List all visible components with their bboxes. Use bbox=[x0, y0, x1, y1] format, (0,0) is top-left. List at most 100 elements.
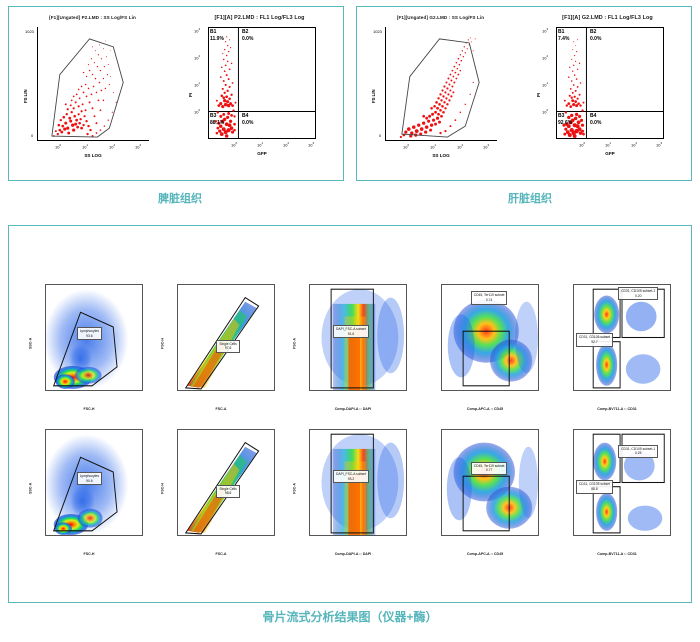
gate-label: CD45, Ter119 subset 0.77 bbox=[470, 461, 508, 475]
quadrant-b3-pct: 88.1% bbox=[210, 119, 225, 126]
gate-label: Single Cells 97.6 bbox=[216, 339, 240, 353]
x-axis-label: FSC-A bbox=[215, 552, 227, 556]
plot-title: [F1][Ungated] G2.LMD : SS Log/FS Lin bbox=[396, 15, 485, 20]
x-tick-2: 102 bbox=[109, 143, 116, 150]
scatter-axes bbox=[385, 27, 497, 141]
x-axis-label: FSC-A bbox=[215, 407, 227, 411]
flow-cell-r2c2: FSC-H Single Cells 98.6 FSC-A bbox=[155, 419, 287, 564]
quadrant-axes bbox=[208, 27, 316, 139]
liver-quadrant-plot: [F1][A] G2.LMD : FL1 Log/FL3 Log PI 103 … bbox=[524, 7, 691, 180]
quadrant-b1: B1 7.4% bbox=[558, 29, 569, 43]
x-tick-1: 101 bbox=[430, 143, 437, 150]
gate-name: CD45, Ter119 subset bbox=[473, 463, 505, 468]
polygon-gate bbox=[184, 441, 260, 535]
x-tick-0: 100 bbox=[579, 141, 586, 148]
polygon-gate bbox=[52, 456, 118, 532]
quadrant-b1-name: B1 bbox=[210, 29, 217, 35]
x-axis-label: SS LOG bbox=[84, 153, 102, 158]
liver-caption: 肝脏组织 bbox=[508, 193, 552, 205]
gate-label: CD45, Ter119 subset 0.74 bbox=[470, 291, 508, 305]
plot-title: [F1][A] G2.LMD : FL1 Log/FL3 Log bbox=[562, 15, 653, 21]
x-axis-label: Comp-DAPI-A :: DAPI bbox=[334, 407, 372, 411]
rect-gate bbox=[330, 288, 374, 389]
quadrant-b2-name: B2 bbox=[242, 29, 249, 35]
gate-label-subset: CD31, CD105 subset 92.7 bbox=[575, 333, 614, 347]
gate-label: Lymphocytes 93.6 bbox=[76, 327, 103, 341]
x-tick-0: 100 bbox=[55, 143, 62, 150]
quadrant-axes bbox=[556, 27, 664, 139]
quadrant-dots bbox=[209, 28, 315, 138]
quadrant-b1-pct: 7.4% bbox=[558, 35, 570, 42]
gate-name: CD31, CD105 subset bbox=[578, 482, 611, 487]
quadrant-b2-pct: 0.0% bbox=[242, 35, 254, 42]
density-plot: Single Cells 97.6 bbox=[177, 284, 275, 391]
scatter-dots bbox=[399, 37, 476, 139]
gate-name: Single Cells bbox=[219, 486, 237, 491]
gate-name: Lymphocytes bbox=[79, 474, 100, 478]
scatter-axes bbox=[37, 27, 149, 141]
flow-cell-r2c4: Comp-Alexa Fluor 700-A :: Ter119 CD45, T… bbox=[419, 419, 551, 564]
x-tick-2: 102 bbox=[457, 143, 464, 150]
density-cloud bbox=[594, 295, 661, 386]
y-tick-top: 1023 bbox=[25, 29, 34, 34]
y-tick-0: 100 bbox=[194, 108, 201, 115]
x-axis-label: GFP bbox=[605, 151, 615, 156]
gate-name: CD31, CD105 subset-1 bbox=[621, 289, 656, 294]
y-axis-label: FSC-A bbox=[292, 337, 297, 349]
flow-cell-r1c2: FSC-H bbox=[155, 274, 287, 419]
y-tick-3: 103 bbox=[542, 27, 549, 34]
y-axis-label: PI bbox=[536, 92, 541, 97]
quadrant-b2-pct: 0.0% bbox=[590, 35, 602, 42]
density-plot: DAPI_FSC-A subset 93.2 bbox=[309, 429, 407, 536]
x-tick-2: 102 bbox=[631, 141, 638, 148]
quadrant-b2: B2 0.0% bbox=[590, 29, 601, 43]
quadrant-b1-name: B1 bbox=[558, 29, 565, 35]
quadrant-b2: B2 0.0% bbox=[242, 29, 253, 43]
quadrant-b4-name: B4 bbox=[242, 113, 249, 119]
y-tick-top: 1023 bbox=[373, 29, 382, 34]
y-axis-label: FSC-H bbox=[160, 482, 165, 494]
quadrant-b1-pct: 11.9% bbox=[210, 35, 224, 42]
x-tick-1: 101 bbox=[82, 143, 89, 150]
gate-label: DAPI_FSC-A subset 93.2 bbox=[333, 469, 369, 484]
x-axis-label: Comp-BV711-A :: CD31 bbox=[597, 552, 637, 556]
gate-label: Single Cells 98.6 bbox=[216, 484, 240, 498]
quadrant-b2-name: B2 bbox=[590, 29, 597, 35]
x-tick-1: 101 bbox=[605, 141, 612, 148]
plot-title: [F1][A] P2.LMD : FL1 Log/FL3 Log bbox=[214, 15, 305, 21]
density-cloud bbox=[593, 442, 663, 531]
flow-cell-r1c4: Comp-Alexa Fluor 700-A :: Ter119 bbox=[419, 274, 551, 419]
gate-pct: 91.6 bbox=[347, 331, 355, 336]
x-tick-3: 103 bbox=[483, 143, 490, 150]
gate-pct: 92.7 bbox=[591, 339, 598, 344]
gate-name: CD45, Ter119 subset bbox=[473, 293, 505, 298]
rect-gate bbox=[330, 433, 374, 534]
gate-name: Lymphocytes bbox=[79, 329, 100, 333]
gate-pct: 90.6 bbox=[86, 478, 93, 483]
y-tick-3: 103 bbox=[194, 27, 201, 34]
quadrant-b3: B3 92.6% bbox=[558, 113, 572, 127]
gate-name: DAPI_FSC-A subset bbox=[336, 326, 366, 331]
spleen-panel-box: [F1][Ungated] P2.LMD : SS Log/FS Lin FS … bbox=[8, 6, 344, 181]
quadrant-b3-name: B3 bbox=[558, 113, 565, 119]
gate-label: DAPI_FSC-A subset 91.6 bbox=[333, 324, 369, 339]
x-axis-label: Comp-APC-A :: CD45 bbox=[466, 407, 504, 411]
x-axis-label: FSC-H bbox=[83, 407, 95, 411]
x-tick-2: 102 bbox=[283, 141, 290, 148]
x-axis-label: GFP bbox=[257, 151, 267, 156]
gate-name: Single Cells bbox=[219, 341, 237, 346]
gate-pct: 0.20 bbox=[634, 293, 642, 298]
scatter-dots bbox=[52, 40, 117, 138]
polygon-gate bbox=[52, 311, 118, 387]
y-axis-label: SSC-A bbox=[28, 337, 33, 349]
spleen-scatter-plot: [F1][Ungated] P2.LMD : SS Log/FS Lin FS … bbox=[9, 7, 176, 180]
density-plot: Single Cells 98.6 bbox=[177, 429, 275, 536]
x-axis-label: Comp-DAPI-A :: DAPI bbox=[334, 552, 372, 556]
quadrant-b4: B4 0.0% bbox=[242, 113, 253, 127]
density-plot: DAPI_FSC-A subset 91.6 bbox=[309, 284, 407, 391]
x-axis-label: Comp-BV711-A :: CD31 bbox=[597, 407, 637, 411]
quadrant-b1: B1 11.9% bbox=[210, 29, 224, 43]
flow-cell-r1c1: SSC-A bbox=[23, 274, 155, 419]
quadrant-b4-pct: 0.0% bbox=[590, 119, 602, 126]
liver-panel-box: [F1][Ungated] G2.LMD : SS Log/FS Lin FS … bbox=[356, 6, 692, 181]
